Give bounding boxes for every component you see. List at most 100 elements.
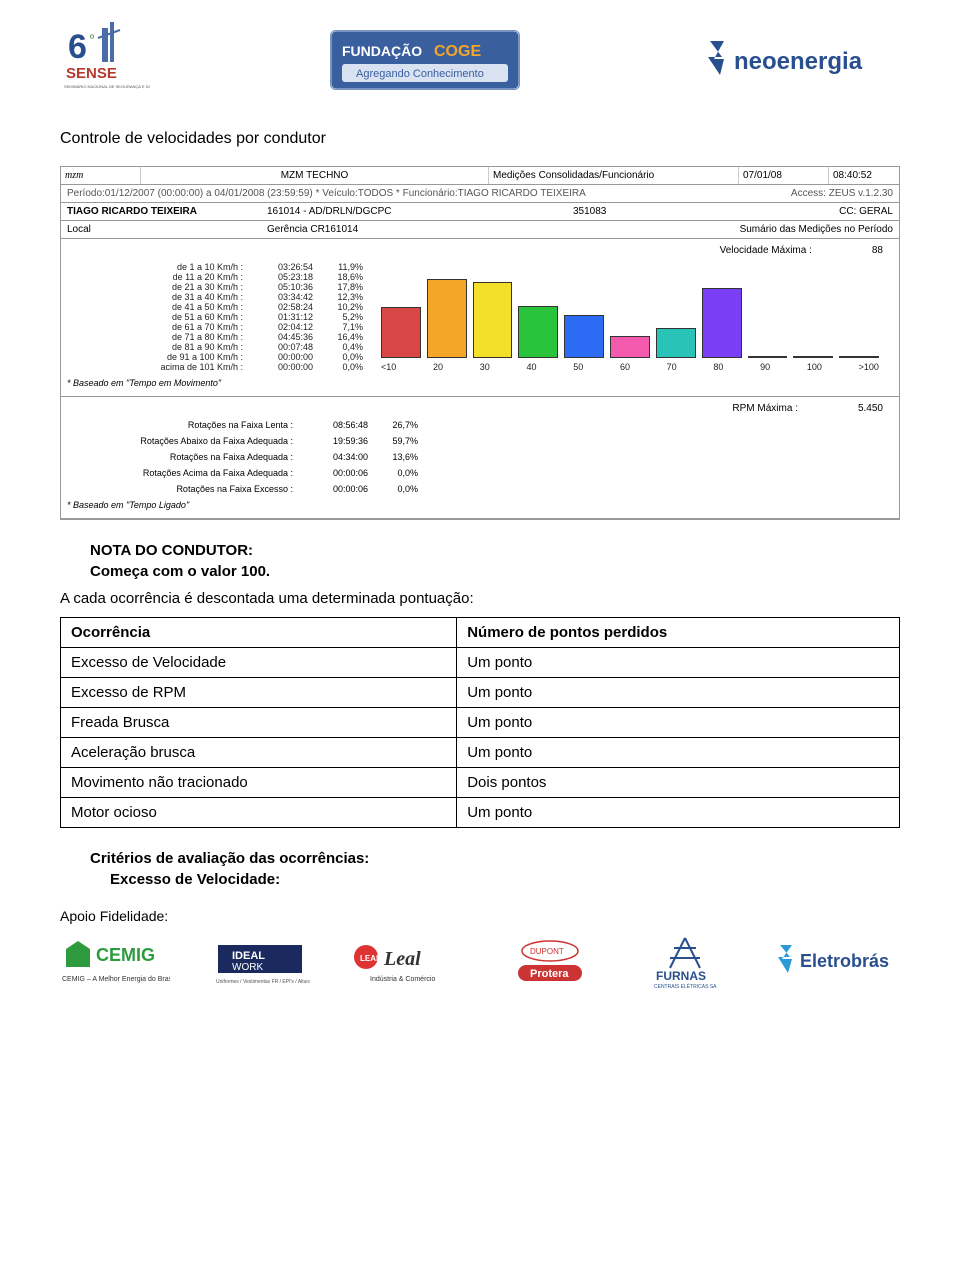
table-row: Aceleração bruscaUm ponto xyxy=(61,738,900,768)
id-ger: Gerência CR161014 xyxy=(267,224,573,235)
velocity-panel: Velocidade Máxima : 88 <1020304050607080… xyxy=(61,239,899,397)
speed-row-pct: 0,0% xyxy=(317,362,367,372)
id-cc: CC: GERAL xyxy=(693,206,893,217)
chart-xtick: 70 xyxy=(667,362,677,372)
speed-row-time: 02:04:12 xyxy=(247,322,317,332)
occ-cell: Um ponto xyxy=(457,708,900,738)
id-sum: Sumário das Medições no Período xyxy=(693,224,893,235)
chart-bar xyxy=(473,282,513,358)
svg-text:FURNAS: FURNAS xyxy=(656,969,706,983)
speed-row-label: de 81 a 90 Km/h : xyxy=(67,342,247,352)
report-id-row-1: TIAGO RICARDO TEIXEIRA 161014 - AD/DRLN/… xyxy=(61,203,899,221)
chart-bar xyxy=(839,356,879,358)
svg-text:6: 6 xyxy=(68,28,87,66)
speed-row-pct: 0,0% xyxy=(317,352,367,362)
rpm-max-label: RPM Máxima : xyxy=(732,403,798,414)
speed-row-time: 04:45:36 xyxy=(247,332,317,342)
speed-row-pct: 5,2% xyxy=(317,312,367,322)
speed-row-time: 03:26:54 xyxy=(247,262,317,272)
speed-row-pct: 11,9% xyxy=(317,262,367,272)
report-header-row: mzm MZM TECHNO Medições Consolidadas/Fun… xyxy=(61,167,899,185)
speed-row-pct: 0,4% xyxy=(317,342,367,352)
chart-bar xyxy=(564,315,604,358)
table-row: Excesso de VelocidadeUm ponto xyxy=(61,648,900,678)
occ-cell: Movimento não tracionado xyxy=(61,768,457,798)
svg-text:DUPONT: DUPONT xyxy=(530,947,564,956)
period-right: Access: ZEUS v.1.2.30 xyxy=(791,188,893,199)
speed-row-time: 01:31:12 xyxy=(247,312,317,322)
velocity-note: * Baseado em "Tempo em Movimento" xyxy=(67,372,893,388)
svg-text:Indústria & Comércio: Indústria & Comércio xyxy=(370,976,435,983)
svg-text:º: º xyxy=(90,33,94,45)
bottom-logo-row: CEMIG CEMIG – A Melhor Energia do Brasil… xyxy=(60,934,900,993)
id-num: 351083 xyxy=(573,206,693,217)
speed-chart: <102030405060708090100>100 xyxy=(367,262,893,372)
svg-text:CEMIG: CEMIG xyxy=(96,945,155,965)
speed-row-pct: 12,3% xyxy=(317,292,367,302)
report-subtitle: Medições Consolidadas/Funcionário xyxy=(489,167,739,184)
logo-coge: FUNDAÇÃO COGE Agregando Conhecimento xyxy=(330,30,520,90)
svg-text:COGE: COGE xyxy=(434,43,481,60)
top-logo-row: 6 º SENSE SEMINÁRIO NACIONAL DE SEGURANÇ… xyxy=(60,20,900,100)
nota-block: NOTA DO CONDUTOR: Começa com o valor 100… xyxy=(90,542,900,580)
nota-title: NOTA DO CONDUTOR: xyxy=(90,542,900,559)
speed-row-pct: 10,2% xyxy=(317,302,367,312)
chart-bar xyxy=(610,336,650,358)
logo-sense: 6 º SENSE SEMINÁRIO NACIONAL DE SEGURANÇ… xyxy=(60,20,150,100)
rot-row-time: 19:59:36 xyxy=(297,436,372,446)
table-row: Excesso de RPMUm ponto xyxy=(61,678,900,708)
chart-bar xyxy=(702,288,742,358)
rot-row-label: Rotações Acima da Faixa Adequada : xyxy=(67,468,297,478)
criteria-block: Critérios de avaliação das ocorrências: … xyxy=(90,850,900,888)
occ-cell: Aceleração brusca xyxy=(61,738,457,768)
chart-bar xyxy=(381,307,421,358)
rot-row-time: 04:34:00 xyxy=(297,452,372,462)
speed-row-time: 00:00:00 xyxy=(247,362,317,372)
rot-row-time: 00:00:06 xyxy=(297,468,372,478)
chart-xtick: <10 xyxy=(381,362,396,372)
chart-xtick: 80 xyxy=(713,362,723,372)
report-period-row: Período:01/12/2007 (00:00:00) a 04/01/20… xyxy=(61,185,899,203)
speed-row-label: de 61 a 70 Km/h : xyxy=(67,322,247,332)
rot-row-label: Rotações na Faixa Lenta : xyxy=(67,420,297,430)
rot-row-label: Rotações na Faixa Adequada : xyxy=(67,452,297,462)
occ-cell: Dois pontos xyxy=(457,768,900,798)
apoio-label: Apoio Fidelidade: xyxy=(60,908,900,924)
period-left: Período:01/12/2007 (00:00:00) a 04/01/20… xyxy=(67,188,586,199)
report-id-row-2: Local Gerência CR161014 Sumário das Medi… xyxy=(61,221,899,239)
occ-cell: Freada Brusca xyxy=(61,708,457,738)
speed-row-time: 03:34:42 xyxy=(247,292,317,302)
chart-bar xyxy=(518,306,558,358)
occ-cell: Um ponto xyxy=(457,648,900,678)
id-name: TIAGO RICARDO TEIXEIRA xyxy=(67,206,267,217)
chart-bar xyxy=(656,328,696,358)
vel-max-value: 88 xyxy=(872,245,883,256)
rpm-max-value: 5.450 xyxy=(858,403,883,414)
criteria-title: Critérios de avaliação das ocorrências: xyxy=(90,850,900,867)
svg-text:Leal: Leal xyxy=(383,948,421,970)
svg-text:CENTRAIS ELÉTRICAS SA: CENTRAIS ELÉTRICAS SA xyxy=(654,983,717,990)
speed-row-pct: 7,1% xyxy=(317,322,367,332)
occ-cell: Um ponto xyxy=(457,678,900,708)
speed-row-label: de 71 a 80 Km/h : xyxy=(67,332,247,342)
rot-row-label: Rotações na Faixa Excesso : xyxy=(67,484,297,494)
rot-row-time: 08:56:48 xyxy=(297,420,372,430)
id-local: Local xyxy=(67,224,267,235)
speed-row-label: de 1 a 10 Km/h : xyxy=(67,262,247,272)
table-row: Motor ociosoUm ponto xyxy=(61,798,900,828)
speed-row-pct: 16,4% xyxy=(317,332,367,342)
svg-text:LEAL: LEAL xyxy=(360,954,381,963)
speed-row-label: acima de 101 Km/h : xyxy=(67,362,247,372)
speed-row-label: de 21 a 30 Km/h : xyxy=(67,282,247,292)
speed-row-pct: 18,6% xyxy=(317,272,367,282)
logo-idealwork: IDEAL WORK Uniformes / Vestimentas FR / … xyxy=(210,937,310,990)
nota-sub: Começa com o valor 100. xyxy=(90,563,900,580)
rot-row-pct: 0,0% xyxy=(372,484,422,494)
svg-text:CEMIG – A Melhor Energia do Br: CEMIG – A Melhor Energia do Brasil. xyxy=(62,976,170,983)
chart-bar xyxy=(793,356,833,358)
rot-row-time: 00:00:06 xyxy=(297,484,372,494)
chart-xtick: 20 xyxy=(433,362,443,372)
svg-text:Agregando Conhecimento: Agregando Conhecimento xyxy=(356,68,484,80)
vel-max-label: Velocidade Máxima : xyxy=(720,245,812,256)
rot-row-pct: 59,7% xyxy=(372,436,422,446)
